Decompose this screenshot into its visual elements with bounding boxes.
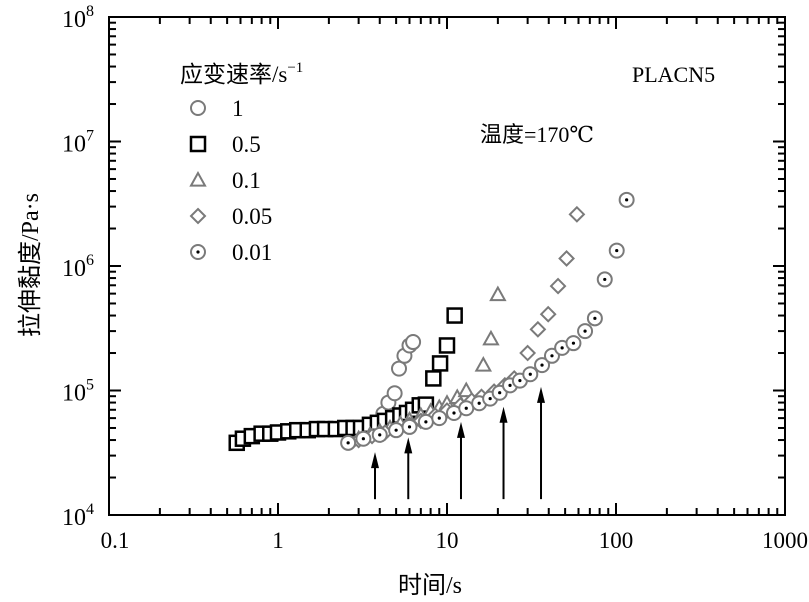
data-point-dot xyxy=(394,428,398,432)
data-point xyxy=(474,356,493,372)
x-tick-label: 1 xyxy=(272,528,284,553)
data-point xyxy=(568,205,586,223)
data-point-dot xyxy=(540,363,544,367)
data-point-dot xyxy=(615,248,619,253)
data-point-dot xyxy=(560,346,564,350)
data-point-dot xyxy=(346,441,350,445)
data-point xyxy=(405,334,422,351)
data-layer xyxy=(228,191,635,452)
plot-frame xyxy=(108,16,786,516)
data-point-dot xyxy=(571,341,576,345)
data-point xyxy=(482,329,500,346)
x-axis-label: 时间/s xyxy=(398,572,462,599)
data-point-dot xyxy=(464,406,468,410)
y-tick-label: 104 xyxy=(62,501,94,531)
legend-label: 0.5 xyxy=(232,132,261,157)
legend-label: 0.01 xyxy=(232,240,272,265)
data-point xyxy=(539,305,557,323)
data-point-dot xyxy=(361,437,365,441)
data-point-dot xyxy=(550,354,554,358)
data-point-dot xyxy=(378,433,382,437)
legend-marker-dot xyxy=(196,250,200,254)
y-tick-label: 108 xyxy=(62,3,94,33)
data-point xyxy=(558,250,575,267)
data-point xyxy=(425,370,442,387)
data-point-dot xyxy=(437,416,441,420)
legend-marker xyxy=(189,207,207,225)
arrow-head-icon xyxy=(371,452,380,469)
legend-label: 0.1 xyxy=(232,168,261,193)
data-point-dot xyxy=(583,329,587,333)
legend-marker xyxy=(190,100,206,116)
data-point-dot xyxy=(625,198,629,202)
data-point-dot xyxy=(407,425,412,429)
legend-marker xyxy=(189,135,207,153)
arrow-head-icon xyxy=(404,437,413,454)
data-point xyxy=(489,285,507,302)
arrow-head-icon xyxy=(537,386,546,403)
data-point-dot xyxy=(603,277,607,282)
data-point xyxy=(386,385,403,402)
data-point-dot xyxy=(508,383,512,387)
data-point-dot xyxy=(528,372,532,376)
x-tick-label: 1000 xyxy=(762,528,808,553)
legend-label: 1 xyxy=(232,96,244,121)
legend-marker xyxy=(189,170,207,187)
y-tick-label: 105 xyxy=(62,377,94,407)
x-tick-label: 10 xyxy=(436,528,459,553)
sample-label: PLACN5 xyxy=(632,62,715,87)
data-point-dot xyxy=(498,391,502,395)
axis-ticks xyxy=(109,17,785,515)
arrow-layer xyxy=(371,386,546,500)
series-0_5 xyxy=(228,307,463,452)
legend: 应变速率/s−1 1 0.5 0.1 0.05 0.01 xyxy=(180,60,303,265)
arrow-head-icon xyxy=(499,406,508,423)
x-tick-label: 100 xyxy=(599,528,634,553)
y-axis-label: 拉伸黏度/Pa·s xyxy=(17,193,44,337)
series-0_01 xyxy=(340,191,635,451)
data-point-dot xyxy=(452,411,456,415)
y-tick-label: 106 xyxy=(62,252,94,282)
data-point xyxy=(549,277,567,295)
data-point xyxy=(446,307,463,324)
legend-label: 0.05 xyxy=(232,204,272,229)
data-point-dot xyxy=(488,397,492,401)
data-point xyxy=(519,344,537,362)
data-point xyxy=(529,320,547,338)
data-point-dot xyxy=(424,420,428,424)
x-tick-label: 0.1 xyxy=(101,528,130,553)
data-point-dot xyxy=(477,401,481,405)
data-point-dot xyxy=(593,316,597,320)
y-tick-labels: 104 105 106 107 108 xyxy=(62,3,94,531)
data-point-dot xyxy=(518,379,522,383)
data-point xyxy=(438,337,456,354)
data-point xyxy=(457,381,475,398)
x-tick-labels: 0.1 1 10 100 1000 xyxy=(101,528,808,553)
arrow-head-icon xyxy=(456,421,465,438)
legend-title: 应变速率/s−1 xyxy=(180,60,303,87)
y-tick-label: 107 xyxy=(62,128,94,158)
data-point xyxy=(431,355,449,372)
temperature-label: 温度=170℃ xyxy=(480,122,594,147)
